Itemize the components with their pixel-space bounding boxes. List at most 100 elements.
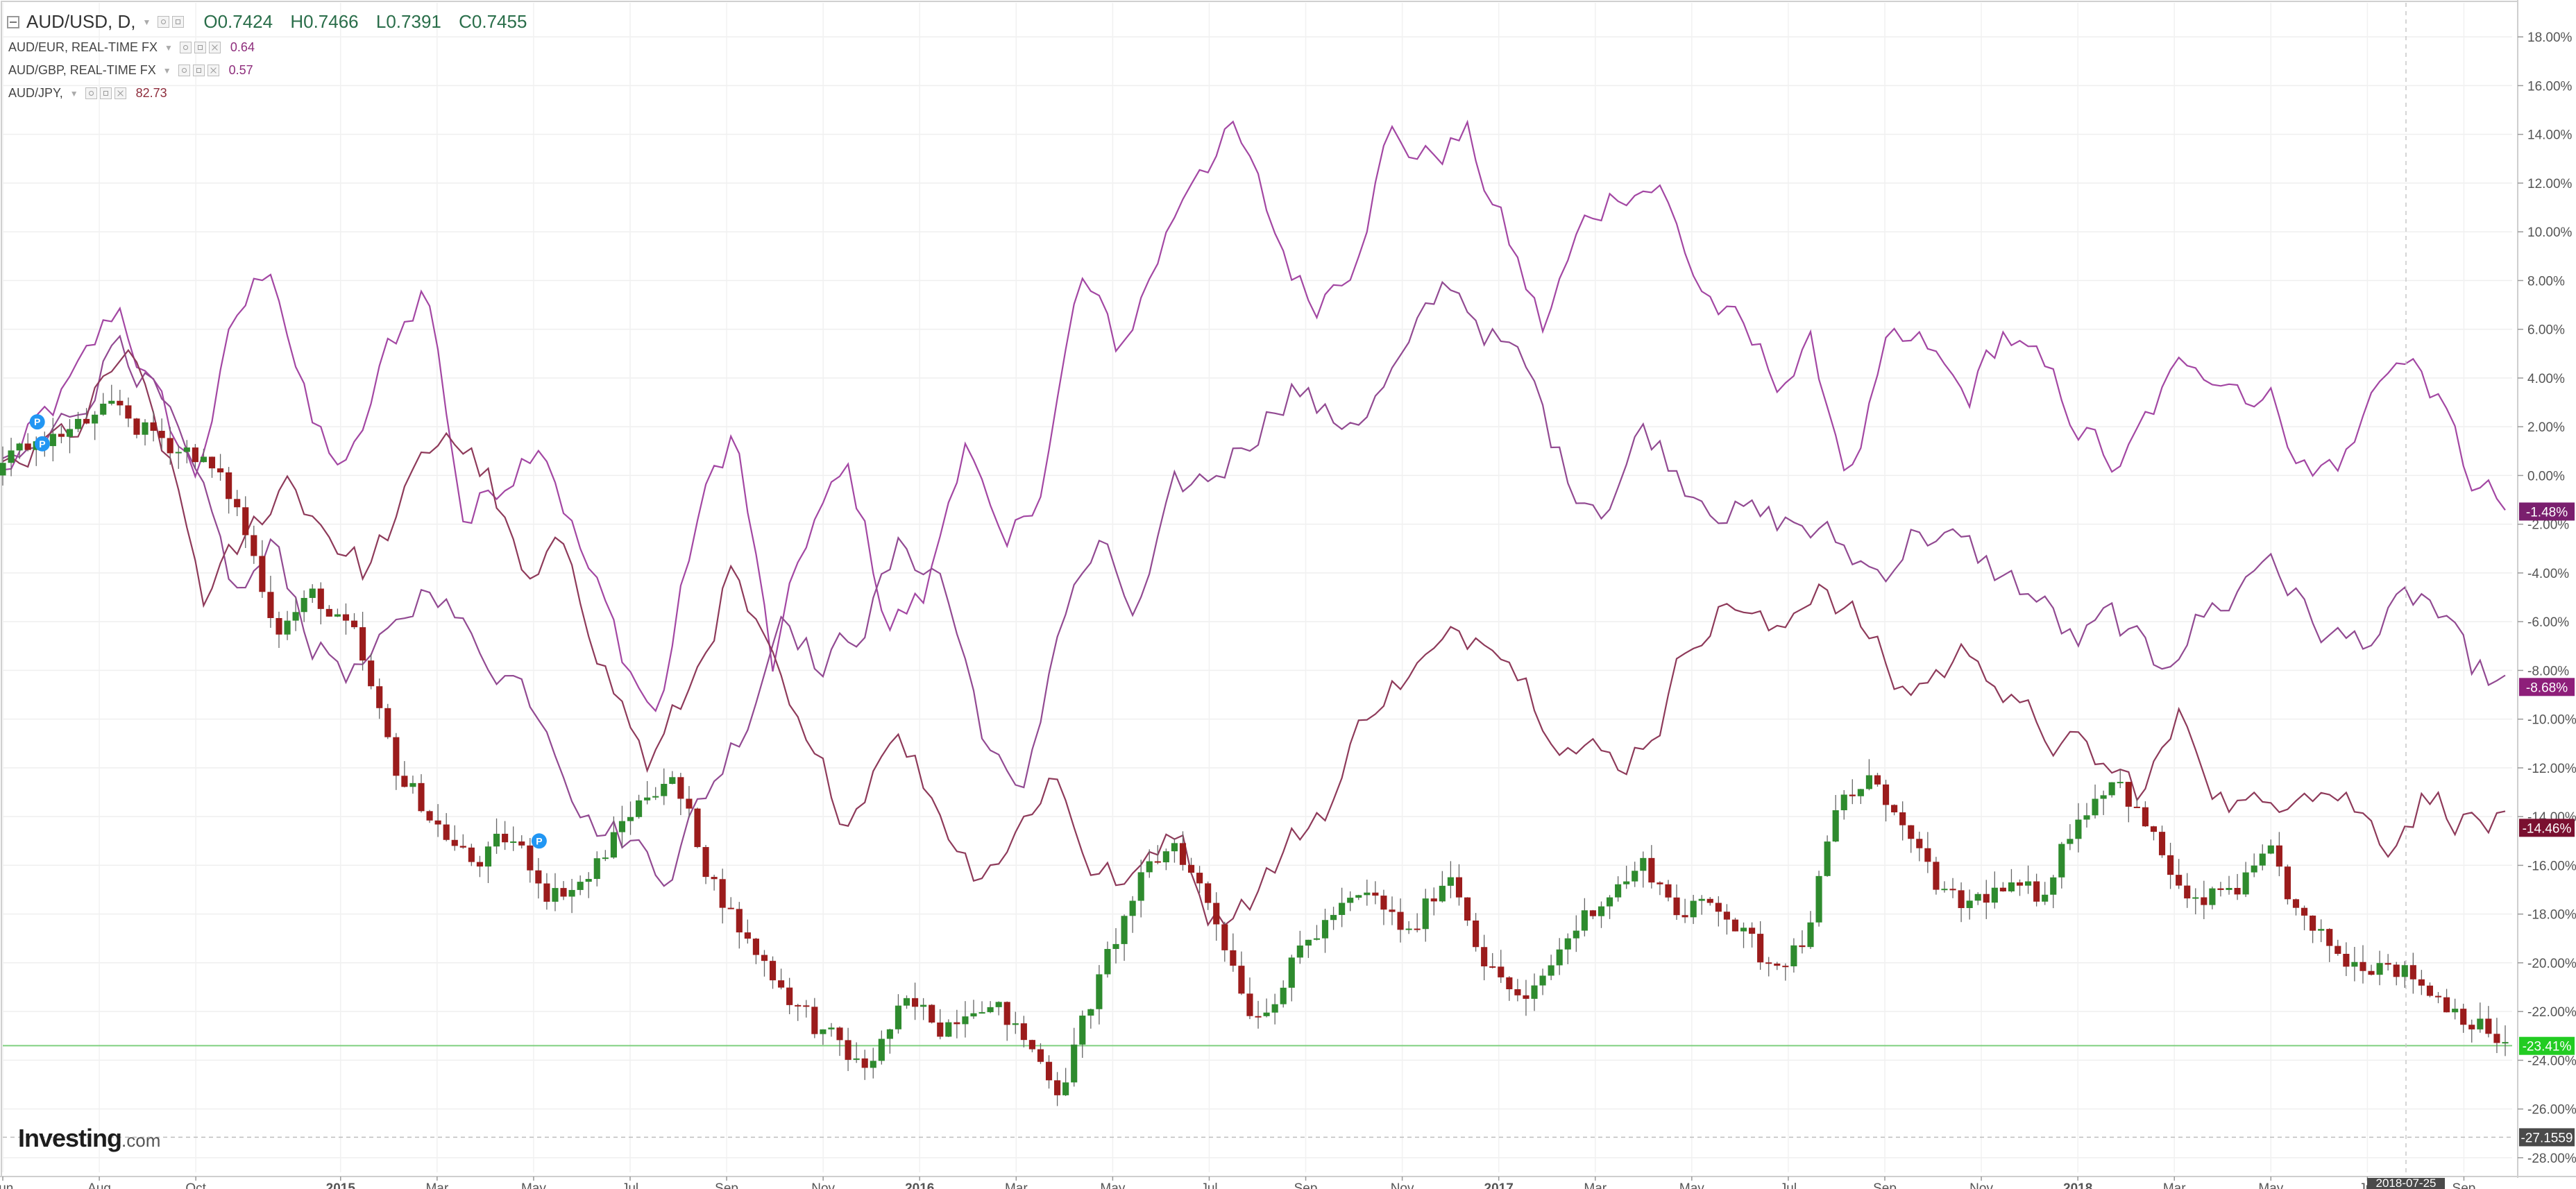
investing-logo: Investing.com (18, 1124, 160, 1153)
candle (1698, 895, 1705, 915)
candle-body (744, 932, 751, 939)
candle-body (192, 447, 198, 463)
candle (694, 807, 701, 848)
candle-body (1548, 965, 1554, 976)
candle (1355, 894, 1362, 900)
event-marker[interactable]: P (29, 414, 45, 430)
candle-body (1355, 895, 1362, 898)
x-axis: Jun Aug Oct 2015 Mar May Jul Sep Nov 2016 Mar May Ju… (0, 1177, 2475, 1189)
candle-body (702, 847, 709, 878)
candle-body (1096, 974, 1103, 1009)
candle (954, 1009, 960, 1038)
candle (2493, 1018, 2500, 1054)
candle-body (1196, 873, 1203, 884)
x-tick-label: Nov (1391, 1181, 1414, 1189)
eye-icon[interactable] (158, 16, 170, 28)
candle (2234, 873, 2241, 900)
candle-body (929, 1004, 935, 1023)
candle-body (175, 452, 182, 454)
candle (2460, 1003, 2467, 1033)
candle-body (158, 431, 165, 438)
overlay-jpy-value: 82.73 (135, 86, 167, 100)
candle (1589, 909, 1597, 920)
candle (183, 440, 190, 463)
candle (1012, 1011, 1019, 1034)
candle-body (1966, 900, 1973, 909)
candle-body (1523, 995, 1530, 999)
candle (1740, 922, 1747, 948)
x-tick-label: Nov (1969, 1181, 1993, 1189)
candle (1623, 866, 1630, 889)
close-icon[interactable] (208, 42, 221, 53)
candle (577, 875, 584, 896)
eye-icon[interactable] (85, 87, 97, 99)
settings-icon[interactable] (194, 42, 206, 53)
candle-body (393, 737, 400, 776)
chevron-down-icon[interactable]: ▼ (142, 17, 151, 27)
event-marker-dot[interactable] (34, 436, 50, 452)
candle (1556, 938, 1563, 975)
settings-icon[interactable] (172, 16, 185, 28)
close-icon[interactable] (207, 65, 219, 76)
candle-body (1405, 928, 1412, 930)
candle (686, 786, 693, 818)
overlay-eur-value: 0.64 (230, 40, 255, 54)
candle (2343, 942, 2350, 977)
eye-icon[interactable] (179, 42, 192, 53)
settings-icon[interactable] (192, 65, 205, 76)
candle (24, 433, 31, 452)
candle (2468, 1019, 2475, 1043)
candle-body (2418, 979, 2425, 986)
candle-body (1648, 857, 1655, 883)
candle-body (820, 1029, 827, 1034)
candle (610, 816, 617, 859)
chevron-down-icon[interactable]: ▼ (164, 42, 173, 53)
candle (2150, 826, 2158, 841)
candle (92, 411, 99, 440)
event-marker-dot[interactable] (29, 414, 45, 430)
candle-body (1321, 920, 1329, 939)
legend-main-symbol[interactable]: AUD/USD, D, (26, 11, 136, 32)
candle (2142, 801, 2149, 828)
overlay-jpy-name[interactable]: AUD/JPY, (8, 86, 63, 100)
y-tick-label: -26.00% (2527, 1103, 2576, 1118)
event-marker-dot[interactable] (531, 833, 547, 849)
chevron-down-icon[interactable]: ▼ (69, 88, 78, 99)
candle (368, 653, 375, 690)
candle (125, 397, 132, 427)
candle (2108, 782, 2115, 798)
settings-icon[interactable] (99, 87, 112, 99)
candle-body (1974, 893, 1981, 901)
overlay-eur-name[interactable]: AUD/EUR, REAL-TIME FX (8, 40, 158, 54)
candle (2042, 882, 2049, 905)
candle (200, 448, 207, 463)
candle-body (368, 660, 375, 687)
candle-body (1171, 843, 1178, 852)
candle-body (1681, 915, 1688, 918)
candle (1640, 851, 1647, 888)
candle-body (2025, 881, 2032, 886)
candle (376, 678, 383, 719)
chevron-down-icon[interactable]: ▼ (162, 65, 171, 76)
candle-body (1221, 924, 1228, 950)
close-icon[interactable] (114, 87, 126, 99)
x-tick-label: Aug (87, 1181, 111, 1189)
candle (2359, 945, 2366, 984)
candle-body (1749, 927, 1756, 934)
eye-icon[interactable] (178, 65, 190, 76)
y-tick-label: -8.00% (2527, 664, 2569, 678)
candle-body (1849, 794, 1856, 796)
event-marker[interactable]: P (34, 436, 50, 452)
candle-body (443, 824, 450, 840)
event-markers[interactable]: PPP (29, 414, 547, 849)
candle-body (1037, 1049, 1044, 1062)
event-marker[interactable]: P (531, 833, 547, 849)
candle (1045, 1055, 1053, 1089)
collapse-icon[interactable] (7, 15, 19, 28)
candle-body (502, 833, 509, 843)
candle (1983, 880, 1990, 919)
overlay-gbp-name[interactable]: AUD/GBP, REAL-TIME FX (8, 63, 156, 77)
candle-body (2117, 782, 2124, 784)
y-axis: 18.00% 16.00% 14.00% 12.00% 10.00% 8.00% 6.00%… (2518, 31, 2576, 1166)
